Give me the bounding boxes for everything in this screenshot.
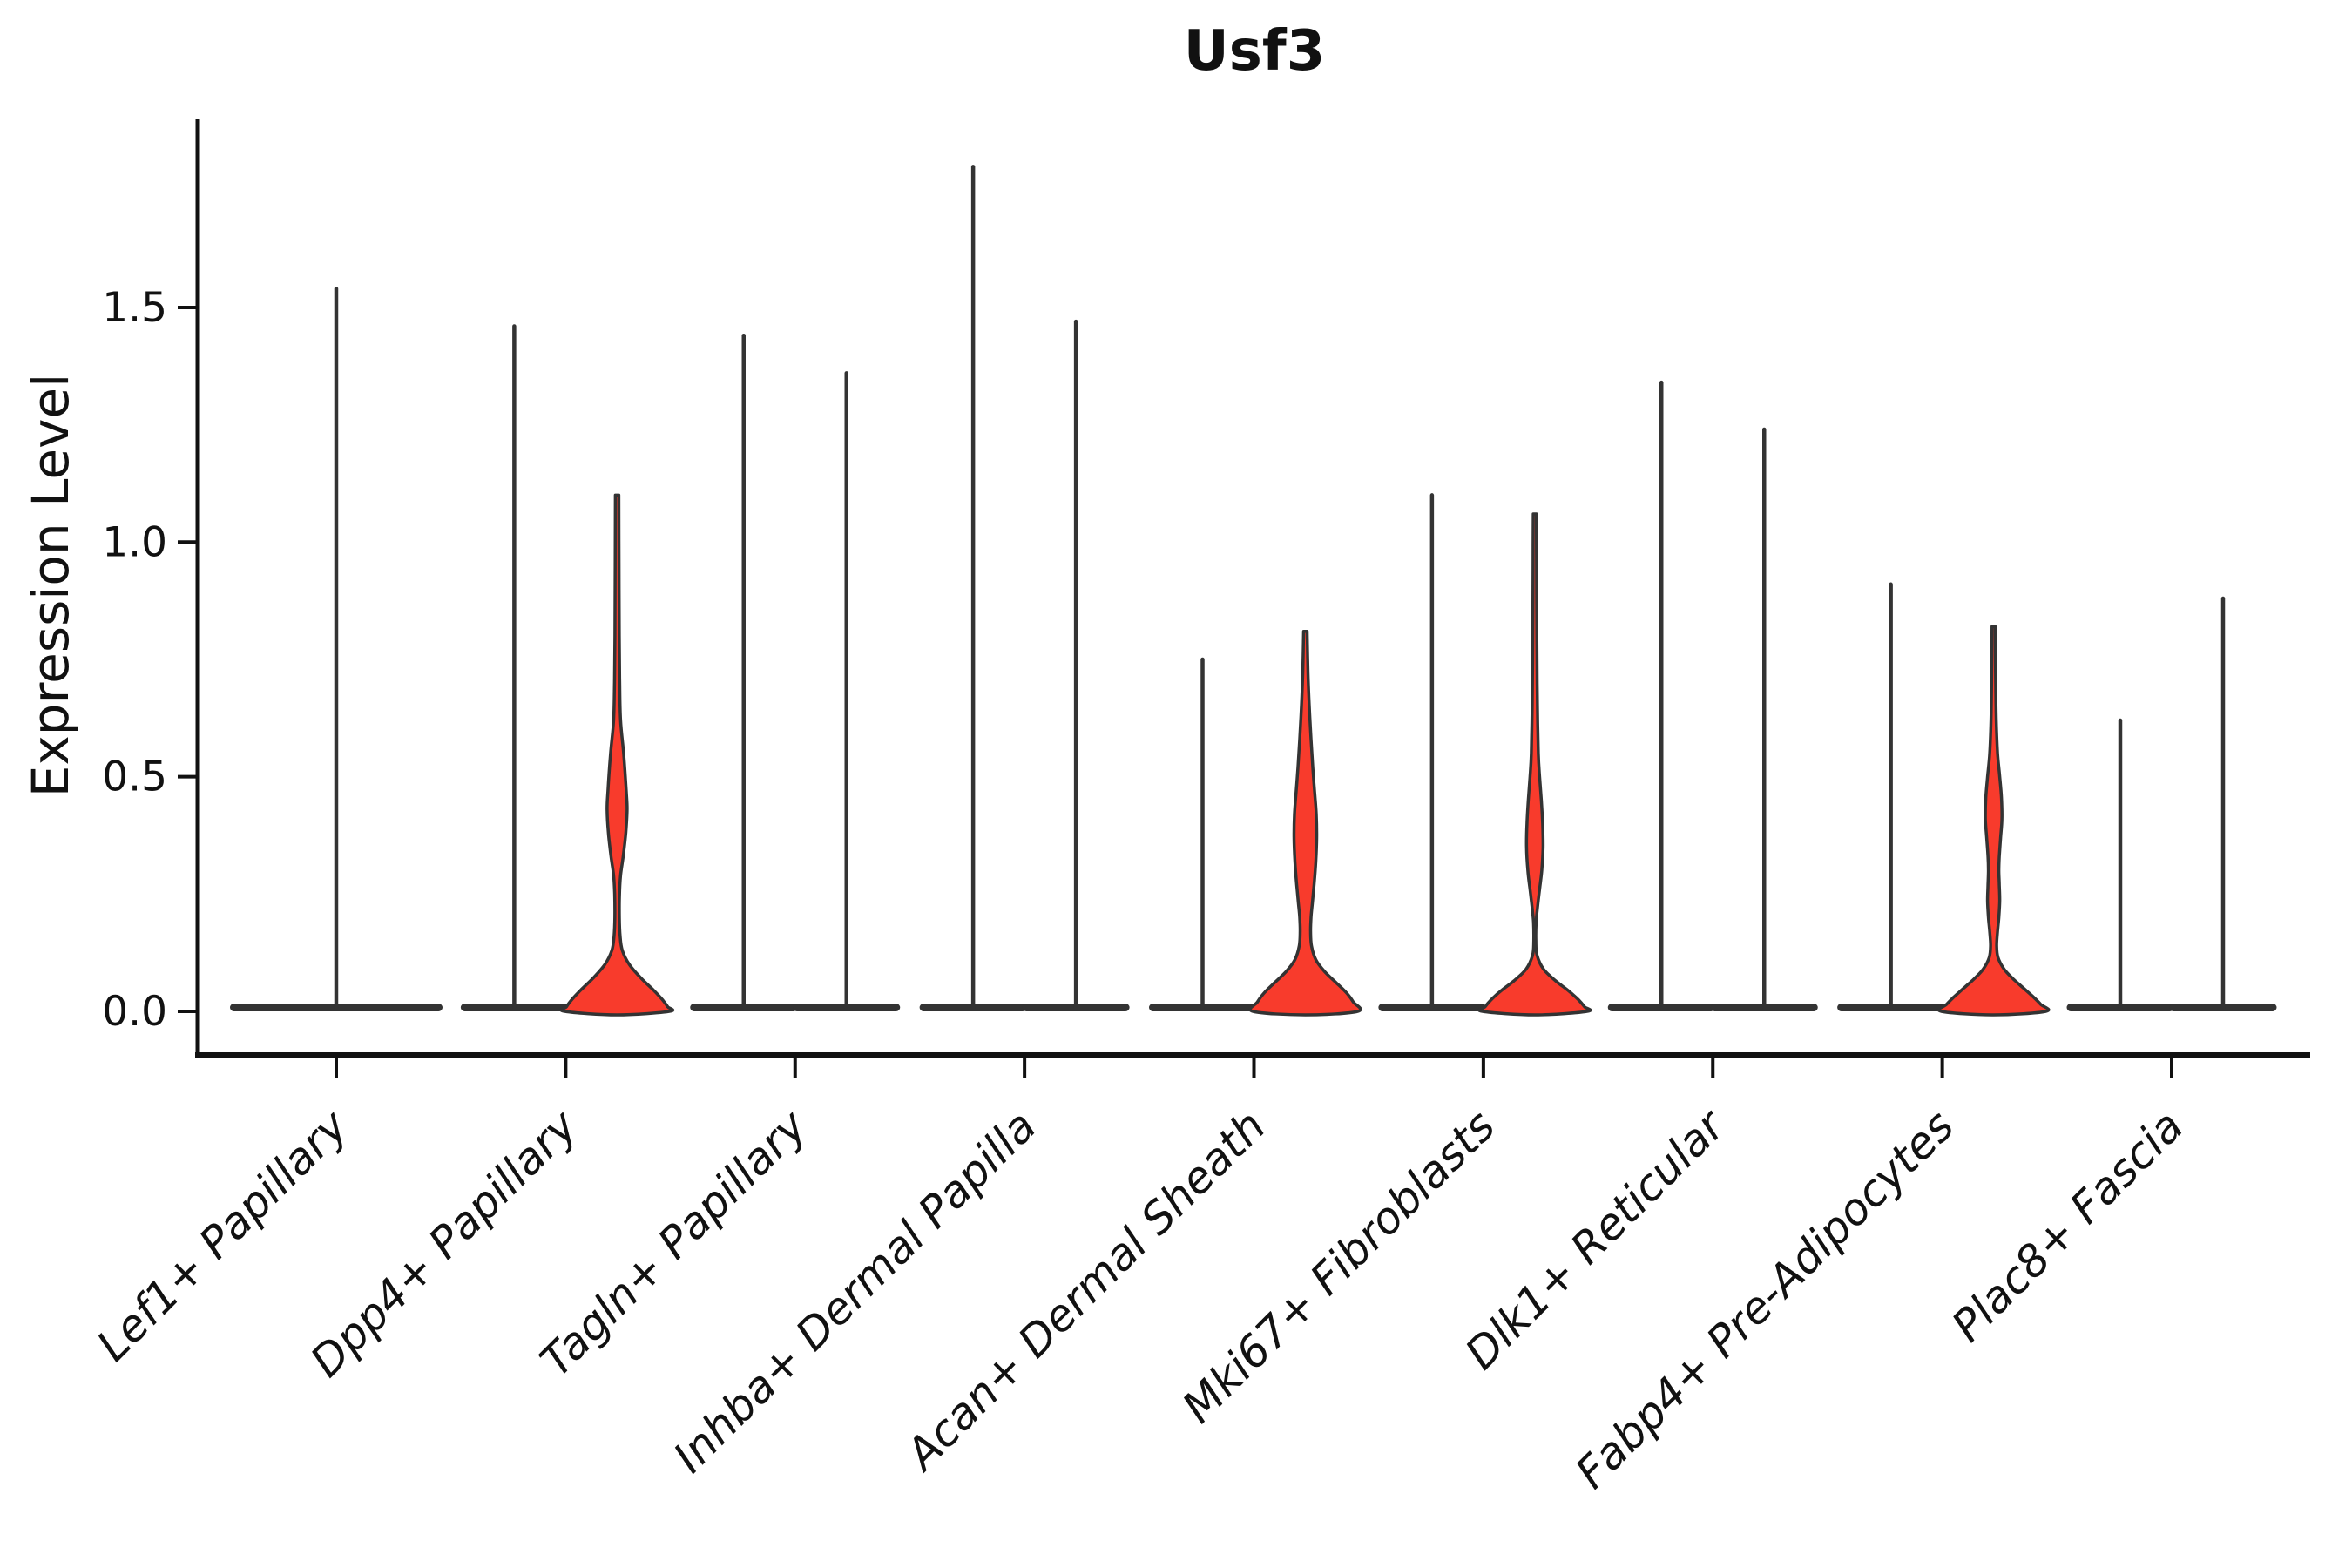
violin-2-right-body	[559, 493, 675, 1017]
plot-title: Usf3	[1183, 19, 1326, 84]
y-tick-label-1.0: 1.0	[102, 518, 167, 566]
x-tick-label-5: Acan+ Dermal Sheath	[895, 1100, 1275, 1481]
y-tick-label-1.5: 1.5	[102, 284, 167, 332]
violin-6-right-body	[1477, 512, 1592, 1017]
x-tick-label-9: Plac8+ Fascia	[1943, 1100, 2193, 1351]
y-tick-label-0.0: 0.0	[102, 988, 167, 1036]
violin-8-right-body	[1936, 625, 2051, 1017]
x-tick-label-4: Inhba+ Dermal Papilla	[664, 1100, 1045, 1482]
violin-5-right-body	[1248, 629, 1362, 1017]
y-tick-label-0.5: 0.5	[102, 754, 167, 801]
x-tick-label-8: Fabp4+ Pre-Adipocytes	[1566, 1100, 1964, 1498]
x-tick-label-1: Lef1+ Papillary	[87, 1099, 358, 1370]
y-axis-title: Expression Level	[21, 373, 80, 798]
